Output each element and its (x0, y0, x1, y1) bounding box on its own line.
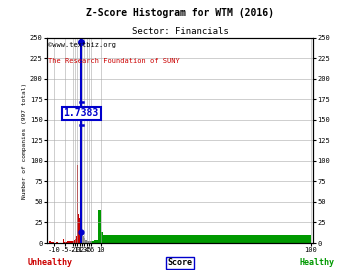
Bar (69, 241, 70, 243)
Bar (89, 241, 90, 243)
Bar (63, 239, 64, 243)
Y-axis label: Number of companies (997 total): Number of companies (997 total) (22, 82, 27, 198)
Bar (67, 241, 68, 243)
Bar (98, 210, 100, 243)
Bar (64, 242, 66, 243)
Text: 1.7383: 1.7383 (64, 108, 99, 118)
Text: The Research Foundation of SUNY: The Research Foundation of SUNY (48, 58, 180, 64)
Bar (66, 242, 67, 243)
Bar (90, 241, 91, 243)
Bar (86, 241, 87, 243)
Bar (84, 238, 85, 243)
Text: Z-Score Histogram for WTM (2016): Z-Score Histogram for WTM (2016) (86, 8, 274, 18)
Bar (74, 240, 75, 243)
Bar (85, 240, 86, 243)
Bar (49, 241, 51, 243)
Bar (68, 241, 69, 243)
Text: Healthy: Healthy (299, 258, 334, 267)
Text: Unhealthy: Unhealthy (28, 258, 73, 267)
Bar (87, 241, 88, 243)
Text: Sector: Financials: Sector: Financials (132, 27, 228, 36)
Text: ©www.textbiz.org: ©www.textbiz.org (48, 42, 116, 48)
Bar (76, 237, 77, 243)
Bar (103, 235, 311, 243)
Bar (72, 241, 74, 243)
Bar (88, 241, 89, 243)
Bar (71, 241, 72, 243)
Bar (70, 241, 71, 243)
Bar (91, 241, 94, 243)
Bar (51, 242, 54, 243)
Bar (100, 232, 103, 243)
Bar (56, 242, 58, 243)
Bar (75, 239, 76, 243)
Bar (94, 240, 98, 243)
Text: Score: Score (167, 258, 193, 267)
